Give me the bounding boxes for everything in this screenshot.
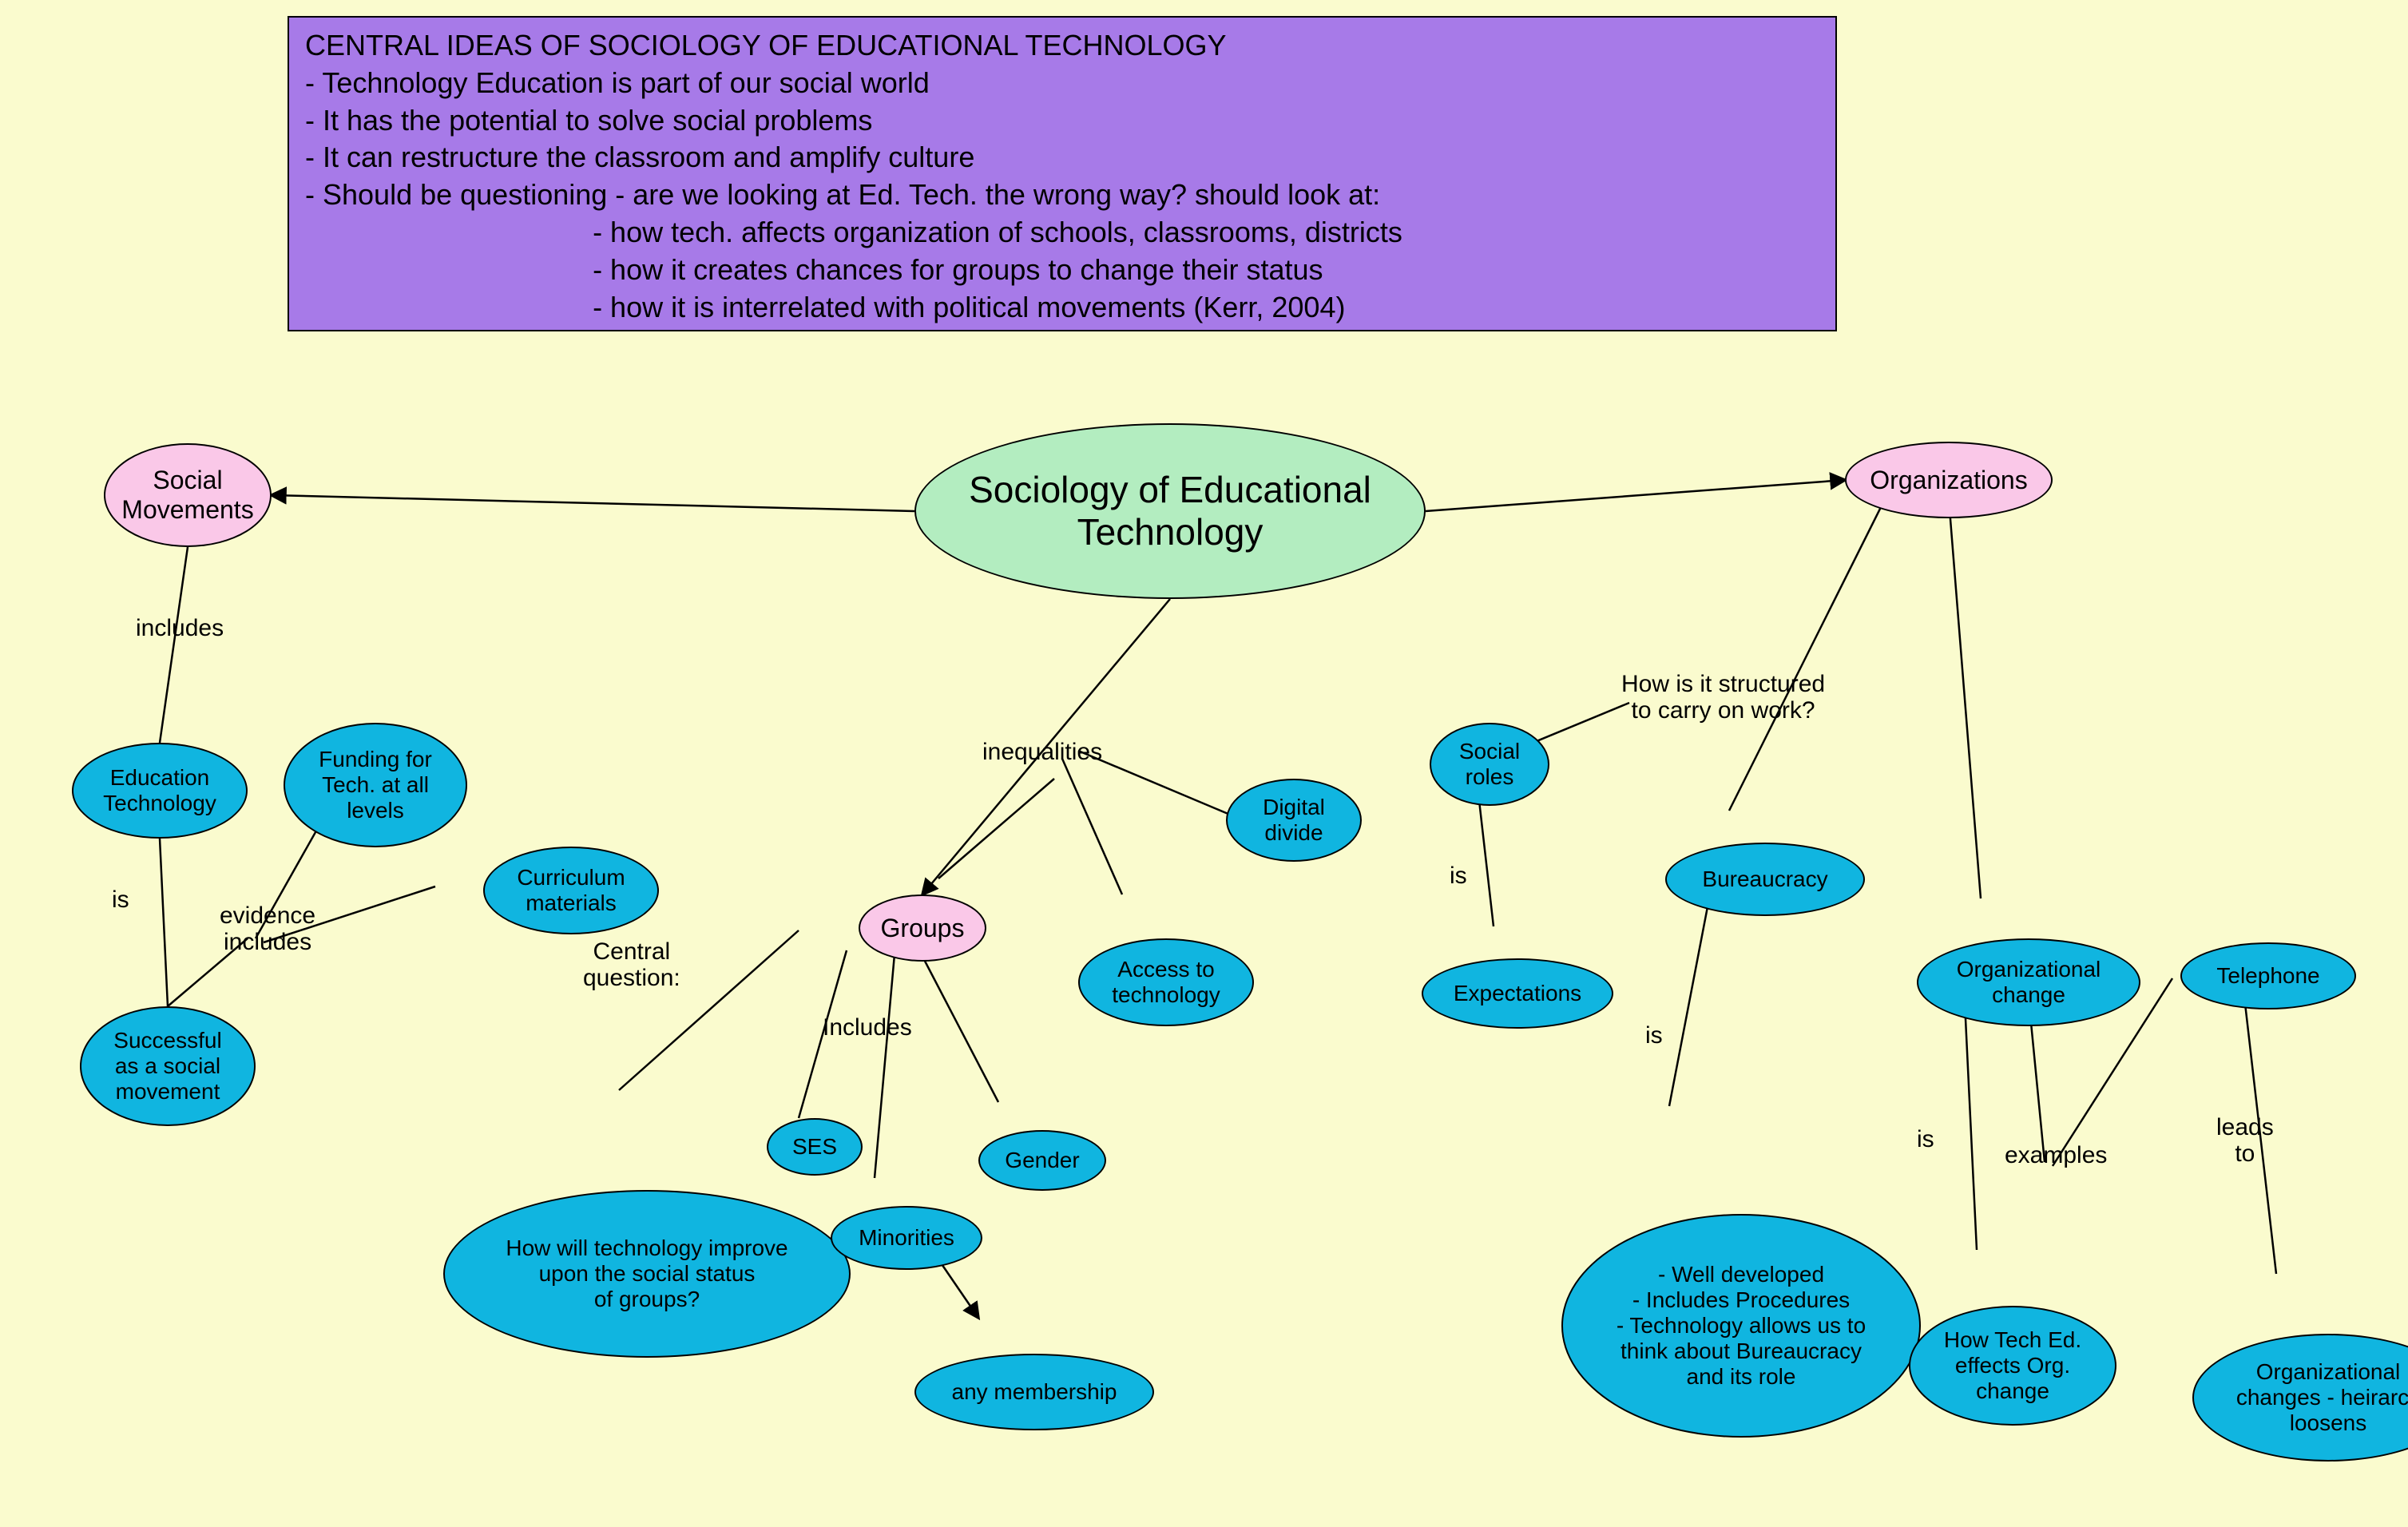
node-label: Groups [881, 914, 965, 943]
edge-label: Central question: [583, 938, 680, 991]
node-bureau_detail: - Well developed - Includes Procedures -… [1561, 1214, 1921, 1438]
node-ed_tech: Education Technology [72, 743, 248, 839]
node-central_q: How will technology improve upon the soc… [443, 1190, 851, 1358]
node-central: Sociology of Educational Technology [914, 423, 1426, 599]
node-minorities: Minorities [831, 1206, 982, 1270]
node-label: Organizations [1870, 466, 2027, 495]
edge-18 [1478, 787, 1494, 926]
header-line: - Should be questioning - are we looking… [305, 176, 1819, 214]
edge-label: examples [2005, 1142, 2107, 1168]
edge-label: How is it structured to carry on work? [1621, 671, 1825, 724]
edge-label: is [1917, 1126, 1934, 1152]
node-label: Bureaucracy [1702, 867, 1827, 892]
node-groups: Groups [859, 894, 986, 962]
node-org_loosens: Organizational changes - heirarcy loosen… [2192, 1334, 2408, 1462]
edge-9 [1062, 759, 1122, 894]
node-social_roles: Social roles [1430, 723, 1549, 806]
node-label: Curriculum materials [517, 865, 625, 916]
node-successful: Successful as a social movement [80, 1006, 256, 1126]
edge-15 [1729, 499, 1885, 811]
node-expectations: Expectations [1422, 958, 1613, 1029]
edge-1 [1426, 480, 1845, 511]
node-label: - Well developed - Includes Procedures -… [1617, 1262, 1866, 1390]
header-line: - It can restructure the classroom and a… [305, 139, 1819, 176]
node-label: Successful as a social movement [113, 1028, 221, 1105]
node-digital_div: Digital divide [1226, 779, 1362, 862]
node-label: How will technology improve upon the soc… [506, 1235, 787, 1313]
edge-label: is [1450, 863, 1467, 889]
edge-19 [1669, 898, 1709, 1106]
node-label: Organizational change [1957, 957, 2101, 1008]
header-line: - Technology Education is part of our so… [305, 65, 1819, 102]
node-ses: SES [767, 1118, 863, 1176]
node-label: any membership [952, 1379, 1117, 1405]
edge-label: includes [136, 615, 224, 641]
edge-label: is [112, 886, 129, 913]
edge-20 [1965, 1002, 1977, 1250]
concept-map-canvas: CENTRAL IDEAS OF SOCIOLOGY OF EDUCATIONA… [0, 0, 2408, 1527]
header-line: - how it creates chances for groups to c… [305, 252, 1819, 289]
edge-label: inequalities [982, 739, 1102, 765]
node-bureaucracy: Bureaucracy [1665, 843, 1865, 916]
edge-label: evidence includes [220, 902, 315, 955]
edge-4 [160, 839, 168, 1006]
node-label: Expectations [1454, 981, 1581, 1006]
edge-12 [875, 954, 895, 1178]
edge-13 [918, 949, 998, 1102]
header-line: - how it is interrelated with political … [305, 289, 1819, 327]
edge-0 [272, 495, 914, 511]
node-gender: Gender [978, 1130, 1106, 1191]
header-line: - how tech. affects organization of scho… [305, 214, 1819, 252]
node-organizations: Organizations [1845, 442, 2053, 518]
node-label: Minorities [859, 1225, 954, 1251]
edge-8 [938, 779, 1054, 879]
edge-16 [1949, 499, 1981, 898]
node-curriculum: Curriculum materials [483, 847, 659, 934]
node-access_tech: Access to technology [1078, 938, 1254, 1026]
node-label: Social Movements [121, 466, 253, 525]
node-label: How Tech Ed. effects Org. change [1944, 1327, 2081, 1405]
header-box: CENTRAL IDEAS OF SOCIOLOGY OF EDUCATIONA… [288, 16, 1837, 331]
edge-label: is [1645, 1022, 1663, 1049]
edge-label: Includes [823, 1014, 912, 1041]
node-social_mov: Social Movements [104, 443, 272, 547]
node-label: Access to technology [1112, 957, 1220, 1008]
node-label: SES [792, 1134, 837, 1160]
node-how_tech_ed: How Tech Ed. effects Org. change [1909, 1306, 2116, 1426]
node-org_change: Organizational change [1917, 938, 2140, 1026]
node-label: Social roles [1459, 739, 1520, 790]
node-label: Education Technology [103, 765, 216, 816]
node-label: Sociology of Educational Technology [969, 469, 1371, 553]
header-title: CENTRAL IDEAS OF SOCIOLOGY OF EDUCATIONA… [305, 27, 1819, 65]
node-funding: Funding for Tech. at all levels [284, 723, 467, 847]
header-line: - It has the potential to solve social p… [305, 102, 1819, 140]
node-label: Organizational changes - heirarcy loosen… [2236, 1359, 2408, 1437]
node-label: Telephone [2216, 963, 2319, 989]
node-telephone: Telephone [2180, 942, 2356, 1009]
node-label: Gender [1005, 1148, 1079, 1173]
node-label: Digital divide [1263, 795, 1325, 846]
node-label: Funding for Tech. at all levels [319, 747, 432, 824]
edge-3 [160, 547, 188, 743]
node-any_member: any membership [914, 1354, 1154, 1430]
edge-label: leads to [2216, 1114, 2274, 1167]
